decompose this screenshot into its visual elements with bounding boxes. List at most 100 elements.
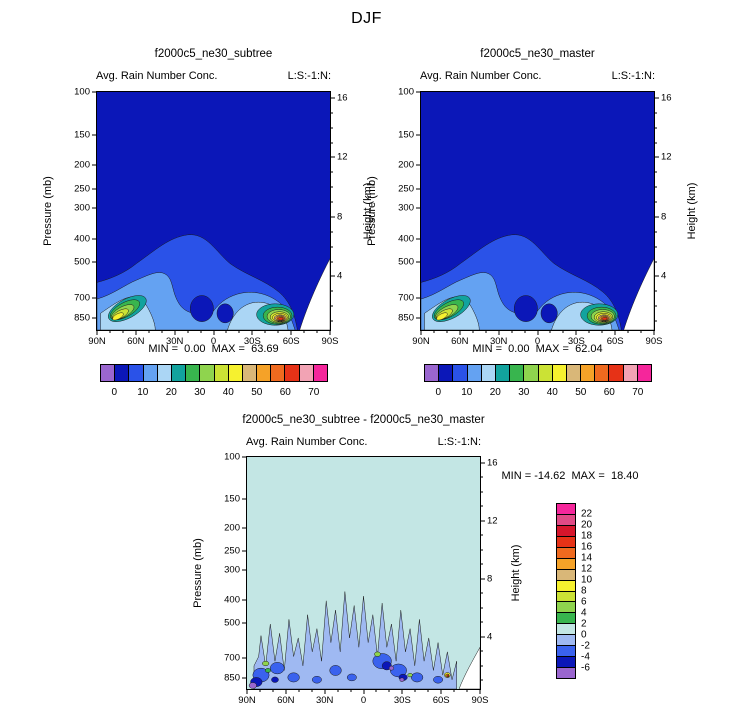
colorbar-label: 0 [581, 629, 587, 641]
colorbar-cell [537, 364, 553, 382]
pressure-tick [416, 297, 421, 299]
min-max-stats: MIN = 0.00 MAX = 62.04 [472, 343, 603, 355]
height-tick [330, 201, 333, 203]
panel-difference: f2000c5_ne30_subtree - f2000c5_ne30_mast… [190, 408, 638, 708]
x-axis-tick [122, 330, 124, 333]
pressure-tick-label: 500 [74, 256, 90, 268]
x-tick-label: 90N [412, 336, 430, 347]
pressure-tick-label: 500 [224, 617, 240, 629]
panel-title: f2000c5_ne30_subtree [154, 48, 273, 60]
height-tick [654, 231, 657, 233]
colorbar-label: -4 [581, 651, 590, 663]
height-tick [654, 201, 657, 203]
x-axis-tick [562, 330, 564, 333]
pressure-tick [416, 91, 421, 93]
height-tick [330, 142, 333, 144]
x-axis-tick [363, 689, 364, 694]
colorbar-cell [241, 364, 258, 382]
colorbar-cell [509, 364, 525, 382]
level-info-label: L:S:-1:N: [287, 70, 331, 82]
pressure-tick-label: 100 [398, 86, 414, 98]
x-tick-label: 60N [451, 336, 469, 347]
x-axis-tick [511, 330, 513, 333]
height-tick [330, 305, 333, 307]
colorbar-label: -6 [581, 662, 590, 674]
colorbar-label: 16 [581, 541, 593, 553]
colorbar-cell [156, 364, 172, 382]
contour-field [421, 92, 654, 330]
colorbar-cell [551, 364, 567, 382]
height-axis-label: Height (km) [510, 544, 522, 602]
x-axis-tick [427, 689, 429, 692]
x-axis-tick [401, 689, 403, 694]
height-tick [654, 275, 659, 277]
x-tick-label: 60S [282, 336, 300, 347]
panel-master: f2000c5_ne30_master Avg. Rain Number Con… [364, 42, 698, 408]
height-tick [330, 246, 333, 248]
x-tick-label: 30S [243, 336, 261, 347]
height-tick [654, 171, 657, 173]
x-axis-tick [290, 330, 292, 335]
pressure-tick-label: 250 [224, 545, 240, 557]
x-axis-tick [459, 330, 461, 335]
x-axis-tick [388, 689, 390, 692]
height-tick [480, 578, 485, 580]
height-tick [480, 549, 483, 551]
pressure-tick [92, 134, 97, 136]
colorbar-label: 30 [518, 387, 530, 398]
panel-title: f2000c5_ne30_subtree - f2000c5_ne30_mast… [242, 414, 485, 426]
x-axis-tick [246, 689, 248, 694]
contour-plot-master: 90N 60N 30N 0 30S 60S 90S 100 150 200 250 300 400 500… [398, 87, 671, 348]
x-axis-tick [264, 330, 266, 333]
colorbar-cell [312, 364, 328, 382]
height-tick [480, 607, 483, 609]
x-tick-label: 30N [489, 336, 508, 347]
x-axis-tick [311, 689, 313, 692]
colorbar-label: -2 [581, 640, 590, 652]
level-info-label: L:S:-1:N: [611, 70, 655, 82]
pressure-tick-label: 200 [398, 159, 414, 171]
pressure-tick-label: 400 [74, 233, 90, 245]
x-axis-tick [433, 330, 435, 333]
colorbar-cell [424, 364, 440, 382]
colorbar-label: 40 [222, 387, 234, 398]
x-axis-tick [479, 689, 481, 694]
pressure-tick-label: 300 [224, 564, 240, 576]
x-tick-label: 90S [471, 695, 489, 706]
pressure-tick [416, 134, 421, 136]
colorbar-label: 0 [435, 387, 442, 398]
colorbar-label: 18 [581, 530, 593, 542]
pressure-tick-label: 700 [74, 292, 90, 304]
x-axis-tick [200, 330, 202, 333]
x-axis-tick [238, 330, 240, 333]
pressure-tick [416, 238, 421, 240]
pressure-tick-label: 250 [74, 183, 90, 195]
colorbar-label: 30 [194, 387, 206, 398]
height-tick [330, 186, 333, 188]
pressure-tick [242, 498, 247, 500]
height-tick [330, 112, 333, 114]
x-axis-tick [277, 330, 279, 333]
height-tick [480, 476, 483, 478]
height-tick-label: 12 [661, 151, 672, 163]
pressure-tick-label: 700 [398, 292, 414, 304]
x-axis-tick [329, 330, 331, 335]
colorbar-vertical: 22 20 18 16 14 12 10 8 6 4 2 0 -2 -4 -6 [556, 503, 592, 679]
x-axis-tick [303, 330, 305, 333]
pressure-tick [242, 569, 247, 571]
x-axis-tick [446, 330, 448, 333]
contour-plot-subtree: 90N 60N 30N 0 30S 60S 90S 100 150 200 250 300 400 500… [74, 87, 347, 348]
pressure-tick [242, 550, 247, 552]
height-tick [330, 216, 335, 218]
colorbar-label: 22 [581, 508, 593, 520]
panel-title: f2000c5_ne30_master [480, 48, 595, 60]
colorbar-label: 2 [581, 618, 587, 630]
pressure-tick-label: 200 [74, 159, 90, 171]
x-tick-label: 30N [315, 695, 334, 706]
pressure-tick-label: 700 [224, 652, 240, 664]
x-axis-tick [96, 330, 98, 335]
pressure-tick-label: 850 [74, 312, 90, 324]
x-axis-tick [420, 330, 422, 335]
x-axis-tick [588, 330, 590, 333]
pressure-tick [242, 622, 247, 624]
